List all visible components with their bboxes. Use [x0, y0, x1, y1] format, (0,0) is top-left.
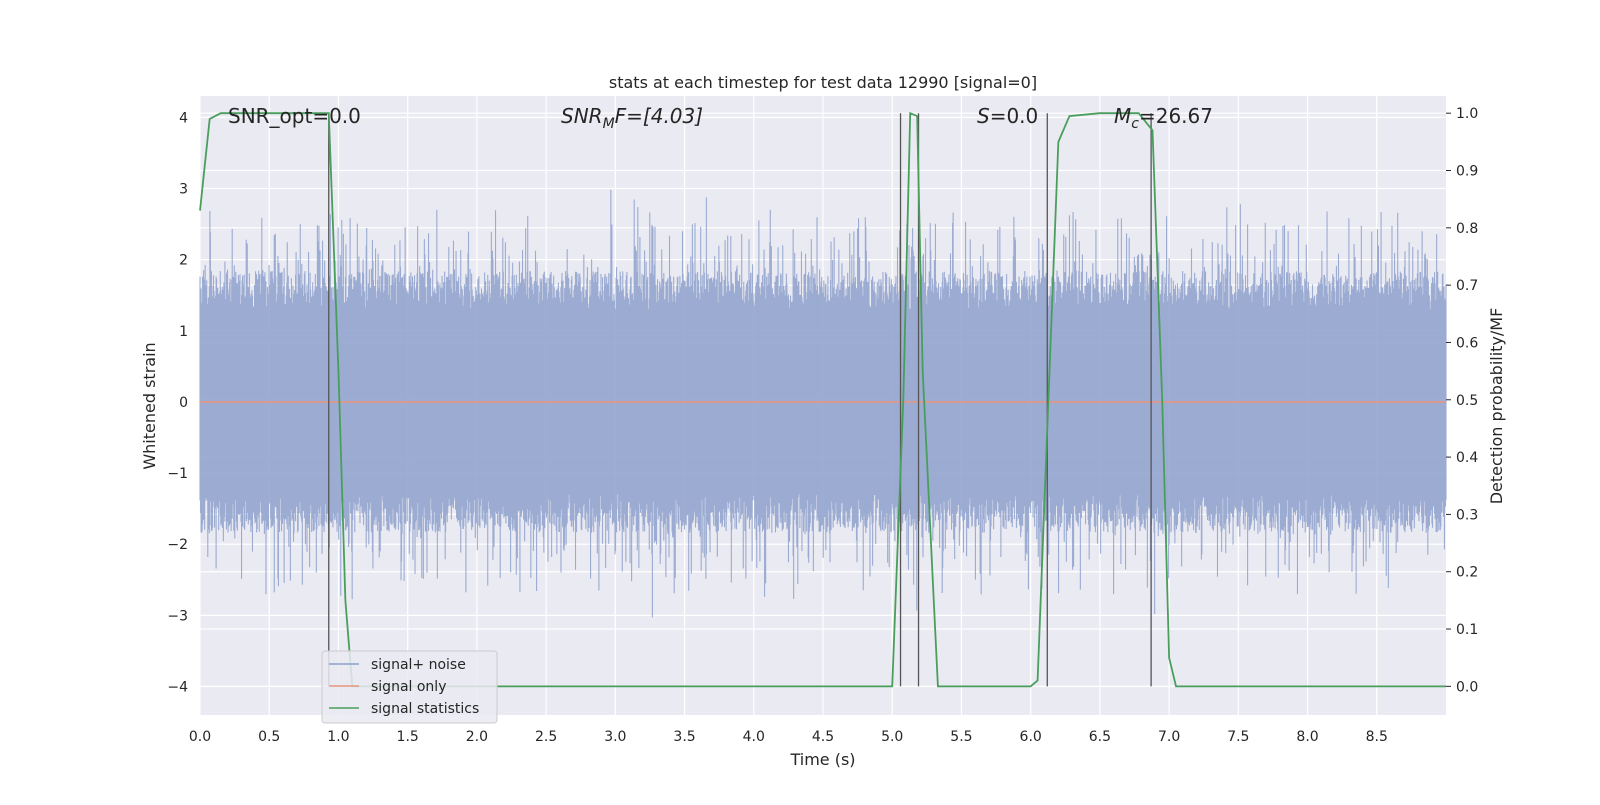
- annotation-mc-rest: =26.67: [1139, 104, 1213, 128]
- annotation-snr-mf-sub: M: [603, 116, 615, 132]
- annotation-s-rest: =0.0: [990, 104, 1039, 128]
- annotation-snr-opt: SNR_opt=0.0: [228, 104, 361, 128]
- annotation-mc: Mc=26.67: [1114, 104, 1213, 132]
- annotation-snr-mf-main: SNR: [561, 104, 603, 128]
- x-tick-label: 4.0: [743, 729, 765, 745]
- x-tick-label: 7.0: [1158, 729, 1180, 745]
- x-tick-label: 2.5: [535, 729, 557, 745]
- y-right-tick-label: 0.8: [1456, 221, 1478, 237]
- y-left-tick-label: 1: [179, 324, 188, 340]
- y-right-tick-label: 0.6: [1456, 335, 1478, 351]
- legend-box: [321, 650, 498, 724]
- y-right-tick-label: 0.7: [1456, 278, 1478, 294]
- annotation-snr-mf-rest: F=[4.03]: [615, 104, 703, 128]
- series-signal-statistics: [199, 111, 1446, 688]
- x-tick-label: 4.5: [812, 729, 834, 745]
- y-right-tick-label: 0.3: [1456, 507, 1478, 523]
- chart-title: stats at each timestep for test data 129…: [609, 73, 1037, 92]
- x-tick-label: 5.0: [881, 729, 903, 745]
- annotation-mc-main: M: [1114, 104, 1131, 128]
- x-tick-label: 0.5: [258, 729, 280, 745]
- x-tick-label: 1.0: [327, 729, 349, 745]
- x-tick-label: 5.5: [950, 729, 972, 745]
- x-axis-label: Time (s): [789, 750, 855, 769]
- x-tick-label: 3.0: [604, 729, 626, 745]
- y-left-tick-label: 4: [179, 110, 188, 126]
- annotation-s: S=0.0: [977, 104, 1038, 128]
- y-left-tick-label: 2: [179, 253, 188, 269]
- x-tick-label: 7.5: [1227, 729, 1249, 745]
- y-left-tick-label: 0: [179, 395, 188, 411]
- y-left-tick-label: 3: [179, 181, 188, 197]
- y-right-tick-label: 0.2: [1456, 565, 1478, 581]
- statistics-line: [199, 111, 1446, 688]
- legend-label-signal-only: signal only: [371, 679, 446, 695]
- x-tick-label: 8.0: [1296, 729, 1318, 745]
- x-tick-label: 8.5: [1366, 729, 1388, 745]
- x-tick-label: 6.5: [1089, 729, 1111, 745]
- legend-label-signal-statistics: signal statistics: [371, 701, 479, 717]
- y-right-tick-labels: 0.0 0.1 0.2 0.3 0.4 0.5 0.6 0.7 0.8 0.9 1.0: [1446, 106, 1478, 695]
- annotation-mc-sub: c: [1131, 116, 1139, 132]
- annotation-s-main: S: [977, 104, 990, 128]
- y-left-tick-label: −3: [167, 608, 188, 624]
- x-tick-label: 3.5: [673, 729, 695, 745]
- y-left-tick-label: −4: [167, 680, 188, 696]
- y-right-tick-label: 0.4: [1456, 450, 1478, 466]
- x-tick-label: 2.0: [466, 729, 488, 745]
- y-left-tick-label: −1: [167, 466, 188, 482]
- y-right-tick-label: 1.0: [1456, 106, 1478, 122]
- x-tick-labels: 0.0 0.5 1.0 1.5 2.0 2.5 3.0 3.5 4.0 4.5 5.0 5.5 6.0 6…: [189, 729, 1388, 745]
- x-tick-label: 1.5: [397, 729, 419, 745]
- y-right-tick-label: 0.5: [1456, 393, 1478, 409]
- legend: signal+ noise signal only signal statist…: [321, 650, 498, 724]
- x-tick-label: 0.0: [189, 729, 211, 745]
- vertical-markers: [328, 113, 1152, 687]
- legend-label-signal-noise: signal+ noise: [371, 657, 466, 673]
- y-right-tick-label: 0.1: [1456, 622, 1478, 638]
- y-right-tick-label: 0.9: [1456, 164, 1478, 180]
- annotation-snr-mf: SNRMF=[4.03]: [561, 104, 703, 132]
- y-right-tick-label: 0.0: [1456, 679, 1478, 695]
- y-left-tick-label: −2: [167, 537, 188, 553]
- y-left-tick-labels: −4 −3 −2 −1 0 1 2 3 4: [167, 110, 188, 695]
- y-left-axis-label: Whitened strain: [140, 342, 159, 469]
- y-right-axis-label: Detection probability/MF: [1487, 308, 1506, 505]
- x-tick-label: 6.0: [1020, 729, 1042, 745]
